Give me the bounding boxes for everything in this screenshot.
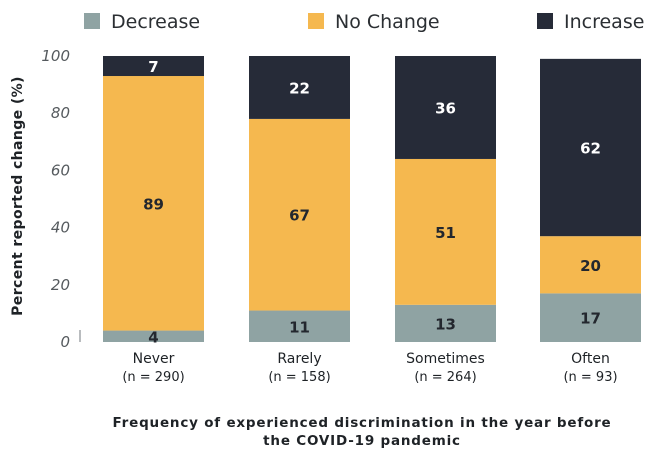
legend-swatch-decrease xyxy=(84,13,100,29)
data-label: 20 xyxy=(580,257,601,275)
legend: Decrease No Change Increase xyxy=(84,11,644,33)
x-tick-label: Often xyxy=(571,351,610,367)
bar-segment-increase-often xyxy=(540,58,641,237)
bar-segment-decrease-rarely xyxy=(249,310,350,342)
bar-segment-no-change-often xyxy=(540,236,641,294)
legend-label-decrease: Decrease xyxy=(111,11,200,33)
x-tick-label: Never xyxy=(133,351,175,367)
x-axis-categories: Never (n = 290) Rarely (n = 158) Sometimes (n… xyxy=(122,351,617,385)
legend-label-increase: Increase xyxy=(564,11,644,33)
data-label: 11 xyxy=(289,318,310,336)
bar-segment-no-change-never xyxy=(103,76,204,331)
data-label: 17 xyxy=(580,310,601,328)
y-tick-label: 20 xyxy=(51,276,70,294)
legend-swatch-increase xyxy=(537,13,553,29)
y-tick-label: 100 xyxy=(41,47,70,65)
x-axis-label-line-2: the COVID-19 pandemic xyxy=(263,433,461,449)
bar-segment-increase-sometimes xyxy=(395,56,496,159)
bar-segment-decrease-never xyxy=(103,330,204,342)
x-tick-sample-size: (n = 158) xyxy=(268,370,330,385)
data-label: 89 xyxy=(143,195,164,213)
data-label: 4 xyxy=(148,328,158,346)
legend-label-no-change: No Change xyxy=(335,11,440,33)
bar-segment-decrease-sometimes xyxy=(395,304,496,342)
data-label: 13 xyxy=(435,315,456,333)
data-label: 62 xyxy=(580,140,601,158)
y-tick-label: 60 xyxy=(51,161,70,179)
y-axis: 0 20 40 60 80 100 xyxy=(41,47,81,351)
bar-segment-increase-rarely xyxy=(249,56,350,119)
legend-swatch-no-change xyxy=(308,13,324,29)
data-label: 7 xyxy=(148,58,158,76)
x-tick-label: Sometimes xyxy=(406,351,485,367)
y-tick-label: 40 xyxy=(51,219,70,237)
bar-segment-increase-never xyxy=(103,56,204,77)
bars: 4 89 7 11 67 22 13 51 36 17 20 62 xyxy=(103,56,641,346)
data-label: 67 xyxy=(289,207,310,225)
y-tick-label: 80 xyxy=(51,104,70,122)
y-axis-label: Percent reported change (%) xyxy=(10,76,26,316)
x-axis-label-line-1: Frequency of experienced discrimination … xyxy=(113,415,612,431)
data-label: 36 xyxy=(435,99,456,117)
x-tick-label: Rarely xyxy=(277,351,321,367)
data-label: 51 xyxy=(435,224,456,242)
x-tick-sample-size: (n = 290) xyxy=(122,370,184,385)
x-tick-sample-size: (n = 264) xyxy=(414,370,476,385)
y-tick-label: 0 xyxy=(60,333,70,351)
data-label: 22 xyxy=(289,79,310,97)
x-tick-sample-size: (n = 93) xyxy=(563,370,617,385)
bar-segment-no-change-sometimes xyxy=(395,158,496,305)
bar-segment-decrease-often xyxy=(540,293,641,342)
bar-segment-no-change-rarely xyxy=(249,118,350,311)
